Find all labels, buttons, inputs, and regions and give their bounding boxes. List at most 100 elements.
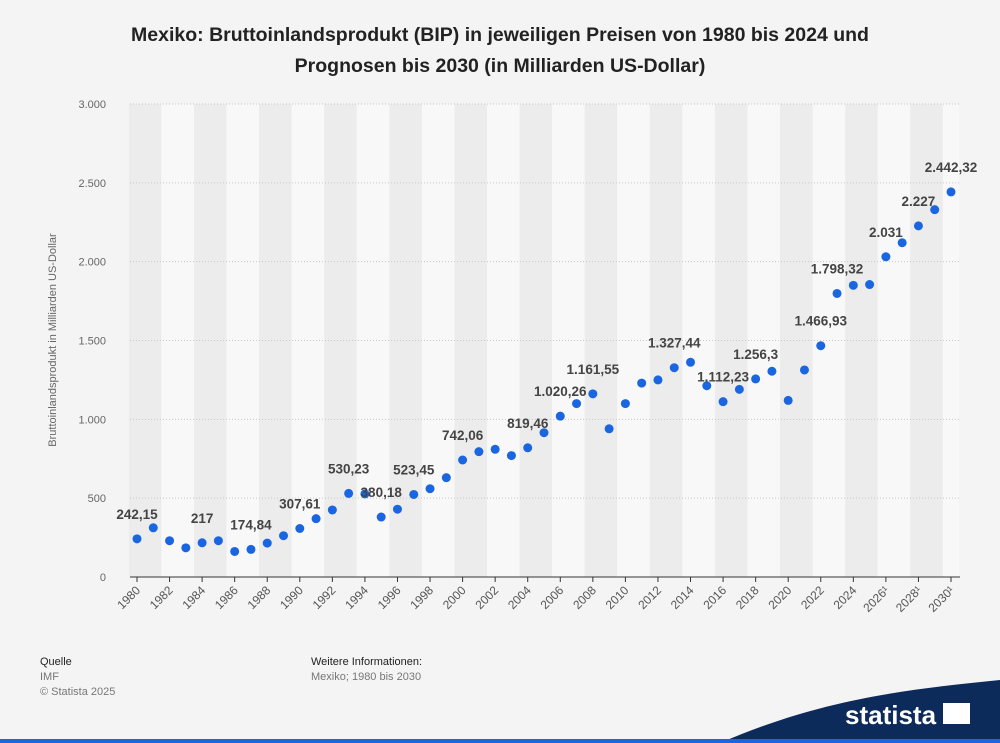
data-label: 2.031 — [869, 225, 903, 240]
point — [539, 428, 549, 438]
point — [311, 514, 321, 524]
logo-wave — [720, 680, 1000, 743]
y-tick-label: 500 — [88, 493, 106, 505]
point — [686, 357, 696, 367]
y-tick-label: 1.000 — [78, 414, 106, 426]
point — [165, 536, 175, 546]
x-tick-label: 1982 — [147, 583, 176, 612]
point — [702, 381, 712, 391]
point — [327, 505, 337, 515]
column-band — [877, 104, 895, 577]
x-tick-label: 2028¹ — [893, 583, 925, 615]
point — [148, 523, 158, 533]
point — [230, 546, 240, 556]
point — [572, 399, 582, 409]
source: IMF — [40, 671, 59, 683]
x-tick-label: 2026¹ — [860, 583, 892, 615]
y-tick-label: 0 — [100, 572, 106, 584]
x-tick-label: 2018 — [733, 583, 762, 612]
column-band — [177, 104, 194, 577]
column-band — [714, 104, 732, 577]
data-label: 307,61 — [279, 497, 321, 512]
column-band — [666, 104, 683, 577]
x-tick-label: 2024 — [831, 583, 860, 612]
point — [392, 504, 402, 514]
point — [490, 444, 500, 454]
column-band — [487, 104, 504, 577]
point — [425, 484, 435, 494]
data-label: 819,46 — [507, 416, 549, 431]
data-label: 1.020,26 — [534, 384, 587, 399]
point — [783, 395, 793, 405]
logo-icon — [943, 703, 970, 724]
info-block: Weitere Informationen: Mexiko; 1980 bis … — [311, 656, 422, 683]
x-tick-label: 1992 — [310, 583, 339, 612]
x-tick-label: 2016 — [700, 583, 729, 612]
point — [132, 534, 142, 544]
point — [246, 544, 256, 554]
x-tick-label: 1986 — [212, 583, 241, 612]
point — [506, 451, 516, 461]
point — [409, 489, 419, 499]
point — [897, 238, 907, 248]
data-label: 1.112,23 — [697, 370, 749, 385]
point — [946, 187, 956, 197]
column-band — [763, 104, 781, 577]
x-tick-label: 1996 — [375, 583, 404, 612]
point — [441, 473, 451, 483]
data-label: 742,06 — [442, 428, 484, 443]
logo-text: statista — [845, 700, 937, 730]
data-label: 1.327,44 — [648, 336, 701, 351]
column-band — [438, 104, 455, 577]
data-label: 1.798,32 — [811, 261, 864, 276]
point — [523, 443, 533, 453]
point — [669, 363, 679, 373]
point — [848, 280, 858, 290]
x-tick-label: 2010 — [603, 583, 632, 612]
data-label: 1.466,93 — [794, 314, 847, 329]
data-label: 1.256,3 — [733, 347, 779, 362]
column-band — [682, 104, 699, 577]
x-tick-label: 2002 — [472, 583, 501, 612]
column-band — [454, 104, 471, 577]
y-axis-label: Bruttoinlandsprodukt in Milliarden US-Do… — [47, 233, 59, 447]
point — [197, 538, 207, 548]
column-band — [861, 104, 878, 577]
data-label: 530,23 — [328, 461, 370, 476]
data-label: 217 — [191, 511, 214, 526]
data-label: 2.442,32 — [925, 160, 978, 175]
column-band — [600, 104, 618, 577]
x-tick-label: 1984 — [179, 583, 208, 612]
point — [213, 536, 223, 546]
column-band — [259, 104, 276, 577]
column-band — [340, 104, 357, 577]
point — [474, 447, 484, 457]
copyright: © Statista 2025 — [40, 686, 116, 698]
column-band — [324, 104, 341, 577]
x-tick-label: 2000 — [440, 583, 469, 612]
point — [767, 366, 777, 376]
x-tick-label: 1990 — [277, 583, 306, 612]
point — [588, 389, 598, 399]
x-tick-label: 2020 — [766, 583, 795, 612]
point — [865, 280, 875, 290]
data-label: 1.161,55 — [567, 362, 620, 377]
point — [376, 512, 386, 522]
y-tick-label: 2.500 — [78, 178, 106, 190]
column-band — [649, 104, 667, 577]
column-band — [519, 104, 536, 577]
point — [913, 221, 923, 231]
point — [181, 543, 191, 553]
point — [718, 397, 728, 407]
x-tick-label: 2014 — [668, 583, 697, 612]
source-heading: Quelle — [40, 656, 72, 668]
source-block: Quelle IMF © Statista 2025 — [40, 656, 115, 698]
column-band — [145, 104, 162, 577]
column-band — [828, 104, 846, 577]
x-tick-label: 1980 — [114, 583, 143, 612]
point — [279, 531, 289, 541]
point — [344, 488, 354, 498]
point — [620, 399, 630, 409]
point — [604, 424, 614, 434]
